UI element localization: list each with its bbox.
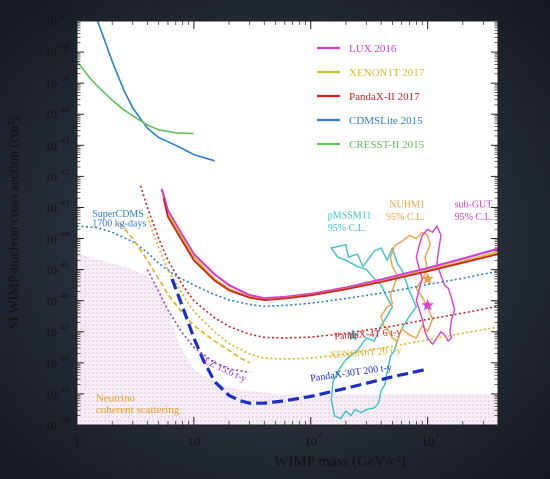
y-tick-label: 10 [45, 108, 57, 122]
y-tick-exponent: -38 [58, 42, 69, 52]
x-tick-label: 10 [187, 434, 200, 449]
y-tick-exponent: -40 [58, 104, 69, 114]
series-line-8 [146, 269, 250, 373]
plot-border [76, 20, 499, 426]
axes: 10-3710-3810-3910-4010-4110-4210-4310-44… [45, 11, 499, 449]
neutrino-floor-fill [77, 254, 498, 425]
annotation-label: NUHM1 [389, 200, 425, 211]
annotation-label: sub-GUT [455, 200, 493, 211]
y-tick-label: 10 [45, 201, 57, 215]
annotation-label: pMSSM11 [328, 210, 372, 221]
series-line-10 [170, 278, 428, 405]
model-region-1 [380, 231, 434, 342]
y-tick-exponent: -50 [58, 415, 69, 425]
benchmark-star-2 [421, 298, 434, 311]
exclusion-curves [77, 21, 498, 405]
legend-label: XENON1T 2017 [349, 67, 425, 79]
y-tick-label: 10 [45, 232, 57, 246]
y-tick-label: 10 [45, 15, 57, 29]
y-tick-label: 10 [45, 170, 57, 184]
series-line-6 [146, 216, 498, 360]
model-regions [330, 225, 456, 420]
y-tick-exponent: -49 [58, 384, 69, 394]
series-line-3 [96, 21, 215, 162]
y-tick-label: 10 [45, 139, 57, 153]
y-tick-exponent: -44 [58, 229, 70, 239]
y-tick-label: 10 [45, 263, 57, 277]
y-tick-label: 10 [45, 419, 57, 433]
neutrino-label: coherent scattering [96, 404, 180, 416]
x-tick-label: 1 [74, 434, 81, 449]
benchmark-stars [346, 272, 434, 341]
model-region-0 [330, 244, 417, 420]
legend-label: CRESST-II 2015 [349, 139, 425, 151]
annotation-label: XENONnT 20 t-y [329, 345, 402, 361]
x-tick-label: 10 [304, 434, 317, 449]
series-line-7 [77, 225, 498, 308]
y-tick-exponent: -39 [58, 73, 69, 83]
legend-label: PandaX-II 2017 [349, 91, 420, 103]
benchmark-star-1 [421, 272, 434, 285]
chart-legend: LUX 2016 XENON1T 2017 PandaX-II 2017 CDMSLi… [317, 43, 425, 151]
y-tick-exponent: -41 [58, 135, 69, 145]
y-tick-exponent: -46 [58, 291, 69, 301]
series-line-4 [77, 60, 194, 135]
y-tick-label: 10 [45, 325, 57, 339]
annotation-label: 1700 kg-days [92, 219, 146, 230]
y-tick-exponent: -48 [58, 353, 69, 363]
series-line-2 [162, 197, 498, 302]
annotation-label: PandaX-4T 6 t-y [334, 327, 402, 343]
annotation-label: 95% C.L. [328, 223, 367, 234]
annotation-label: 95% C.L. [455, 212, 494, 223]
x-tick-label: 10 [421, 434, 434, 449]
y-tick-label: 10 [45, 77, 57, 91]
y-tick-exponent: -47 [58, 322, 69, 332]
y-tick-label: 10 [45, 356, 57, 370]
y-tick-exponent: -42 [58, 166, 69, 176]
y-tick-label: 10 [45, 46, 57, 60]
series-line-0 [160, 188, 498, 300]
x-tick-exponent: 3 [435, 429, 440, 439]
legend-label: LUX 2016 [349, 43, 397, 55]
annotation-label: SuperCDMS [92, 209, 144, 220]
y-tick-exponent: -37 [58, 11, 69, 21]
model-region-2 [415, 225, 456, 345]
neutrino-label: Neutrino [96, 393, 136, 405]
annotation-label: 95% C.L. [386, 212, 425, 223]
y-tick-exponent: -45 [58, 260, 69, 270]
y-axis-label: SI WIMP-nucleon cross section (cm²) [7, 116, 22, 329]
benchmark-star-0 [346, 329, 360, 341]
y-tick-label: 10 [45, 294, 57, 308]
y-tick-exponent: -43 [58, 198, 69, 208]
x-tick-exponent: 2 [318, 429, 323, 439]
x-axis-label: WIMP mass (GeV/c²) [274, 454, 405, 470]
legend-label: CDMSLite 2015 [349, 115, 423, 127]
y-tick-label: 10 [45, 387, 57, 401]
